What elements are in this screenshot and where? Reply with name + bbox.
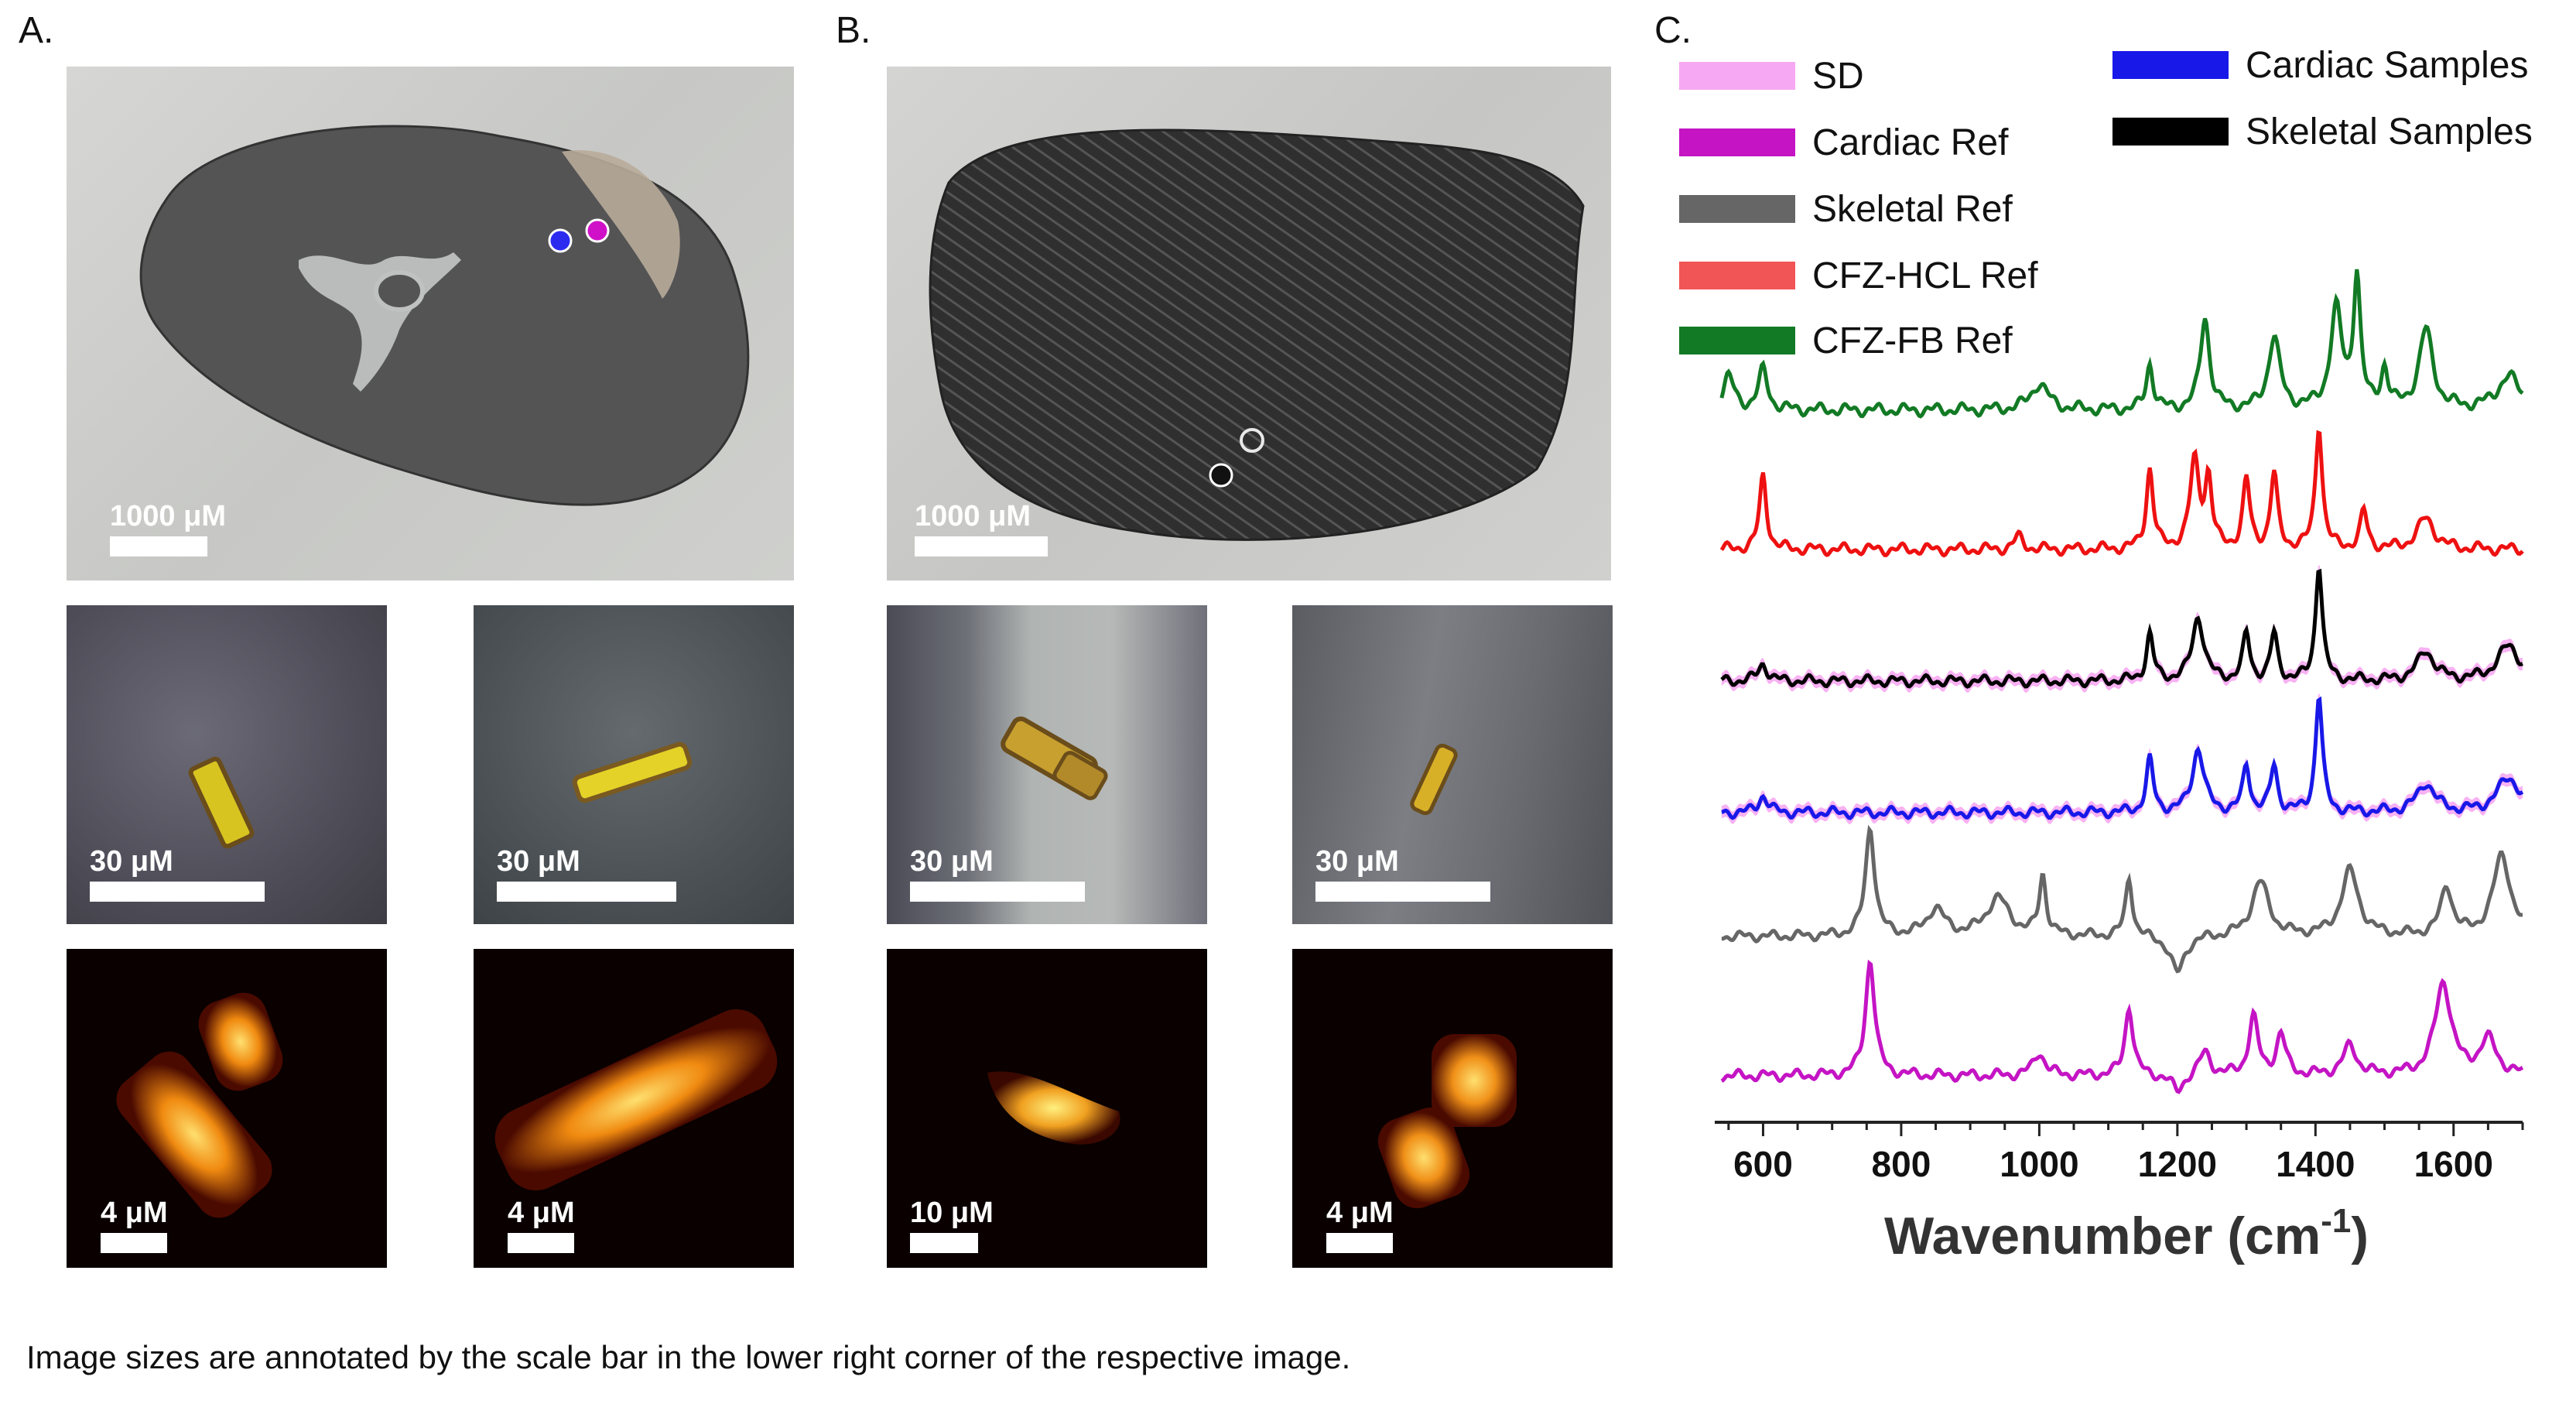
legend-swatch-cardiac-ref xyxy=(1679,128,1795,156)
marker-b-white xyxy=(1240,428,1264,453)
x-axis-label-superscript: -1 xyxy=(2321,1202,2351,1240)
panel-b-raman-image-2: 4 μM xyxy=(1292,949,1613,1268)
x-tick-label: 1600 xyxy=(2414,1144,2493,1184)
series-line-cardiac-samples xyxy=(1721,696,2524,820)
legend-label-cfz-fb-ref: CFZ-FB Ref xyxy=(1812,320,2013,361)
marker-b-black xyxy=(1209,463,1233,488)
series-line-cardiac-ref xyxy=(1720,959,2524,1094)
scale-label: 4 μM xyxy=(101,1197,168,1229)
x-tick-label: 1400 xyxy=(2276,1144,2355,1184)
scale-label: 30 μM xyxy=(90,845,173,878)
raman-spectra-chart: SD Cardiac Ref Skeletal Ref CFZ-HCL Ref CFZ-… xyxy=(1679,46,2533,1265)
legend-swatch-cardiac-samples xyxy=(2112,51,2229,79)
panel-a-label: A. xyxy=(19,10,54,51)
x-tick-label: 800 xyxy=(1872,1144,1931,1184)
scale-bar-line xyxy=(910,1233,978,1253)
scale-bar-line xyxy=(110,536,207,556)
panel-a-optical-image-2: 30 μM xyxy=(474,605,794,924)
panel-b-overview-image: 1000 μM xyxy=(887,67,1611,580)
scale-label: 30 μM xyxy=(1315,845,1399,878)
series-line-cfz-fb-ref xyxy=(1719,269,2524,419)
panel-b-optical-image-1: 30 μM xyxy=(887,605,1207,924)
scale-bar-b-optical-1: 30 μM xyxy=(910,845,1085,902)
scale-bar-line xyxy=(910,882,1085,902)
panel-b-raman-image-1: 10 μM xyxy=(887,949,1207,1268)
scale-bar-line xyxy=(1326,1233,1393,1253)
legend-label-sd: SD xyxy=(1812,56,1864,97)
tissue-section-a xyxy=(139,125,750,506)
panel-a-overview-image: 1000 μM xyxy=(67,67,794,580)
scale-label: 4 μM xyxy=(1326,1197,1394,1229)
legend-label-cardiac-samples: Cardiac Samples xyxy=(2246,46,2528,86)
legend-swatch-sd xyxy=(1679,62,1795,90)
scale-bar-line xyxy=(497,882,676,902)
scale-label: 30 μM xyxy=(497,845,580,878)
scale-bar-line xyxy=(915,536,1048,556)
legend-label-cardiac-ref: Cardiac Ref xyxy=(1812,122,2009,163)
scale-label: 1000 μM xyxy=(915,500,1031,532)
series-line-skeletal-samples xyxy=(1720,568,2523,689)
figure-caption: Image sizes are annotated by the scale b… xyxy=(26,1339,1351,1375)
scale-bar-b-raman-1: 10 μM xyxy=(910,1197,994,1253)
spectra-series xyxy=(1719,269,2524,1094)
scale-bar-a-optical-2: 30 μM xyxy=(497,845,676,902)
scale-bar-b-optical-2: 30 μM xyxy=(1315,845,1490,902)
panel-a-optical-image-1: 30 μM xyxy=(67,605,387,924)
scale-bar-a-overview: 1000 μM xyxy=(110,500,226,556)
legend-swatch-cfz-fb-ref xyxy=(1679,327,1795,354)
marker-a-magenta xyxy=(585,218,610,243)
panel-b-optical-image-2: 30 μM xyxy=(1292,605,1613,924)
scale-bar-a-raman-1: 4 μM xyxy=(101,1197,168,1253)
scale-label: 10 μM xyxy=(910,1197,994,1229)
x-axis-label-main: Wavenumber (cm xyxy=(1884,1207,2321,1265)
scale-bar-b-overview: 1000 μM xyxy=(915,500,1048,556)
panel-c-label: C. xyxy=(1654,10,1692,51)
x-tick-label: 600 xyxy=(1733,1144,1793,1184)
chart-legend: SD Cardiac Ref Skeletal Ref CFZ-HCL Ref CFZ-… xyxy=(1679,46,2533,361)
x-axis-label: Wavenumber (cm-1) xyxy=(1884,1202,2369,1265)
scale-label: 1000 μM xyxy=(110,500,226,532)
series-line-cfz-hcl-ref xyxy=(1719,430,2524,558)
legend-label-skeletal-samples: Skeletal Samples xyxy=(2246,111,2533,152)
marker-a-blue xyxy=(548,228,573,253)
x-axis-label-close: ) xyxy=(2351,1207,2369,1265)
sd-band-skeletal-samples xyxy=(1721,565,2523,693)
legend-label-skeletal-ref: Skeletal Ref xyxy=(1812,189,2013,230)
legend-swatch-skeletal-samples xyxy=(2112,118,2229,146)
scale-bar-line xyxy=(1315,882,1490,902)
scale-bar-b-raman-2: 4 μM xyxy=(1326,1197,1394,1253)
legend-swatch-cfz-hcl-ref xyxy=(1679,262,1795,289)
scale-bar-line xyxy=(101,1233,167,1253)
panel-a-raman-image-2: 4 μM xyxy=(474,949,794,1268)
scale-label: 30 μM xyxy=(910,845,994,878)
x-axis: 600 800 1000 1200 1400 1600 xyxy=(1715,1121,2524,1184)
x-tick-label: 1200 xyxy=(2138,1144,2217,1184)
panel-b-label: B. xyxy=(836,10,871,51)
scale-label: 4 μM xyxy=(508,1197,575,1229)
legend-label-cfz-hcl-ref: CFZ-HCL Ref xyxy=(1812,255,2038,296)
scale-bar-a-optical-1: 30 μM xyxy=(90,845,265,902)
sd-band-cardiac-samples xyxy=(1721,693,2523,824)
series-line-skeletal-ref xyxy=(1721,824,2523,974)
scale-bar-line xyxy=(508,1233,574,1253)
scale-bar-line xyxy=(90,882,265,902)
panel-a-raman-image-1: 4 μM xyxy=(67,949,387,1268)
scale-bar-a-raman-2: 4 μM xyxy=(508,1197,575,1253)
legend-swatch-skeletal-ref xyxy=(1679,195,1795,223)
x-tick-label: 1000 xyxy=(2000,1144,2078,1184)
tissue-section-b xyxy=(929,128,1585,541)
